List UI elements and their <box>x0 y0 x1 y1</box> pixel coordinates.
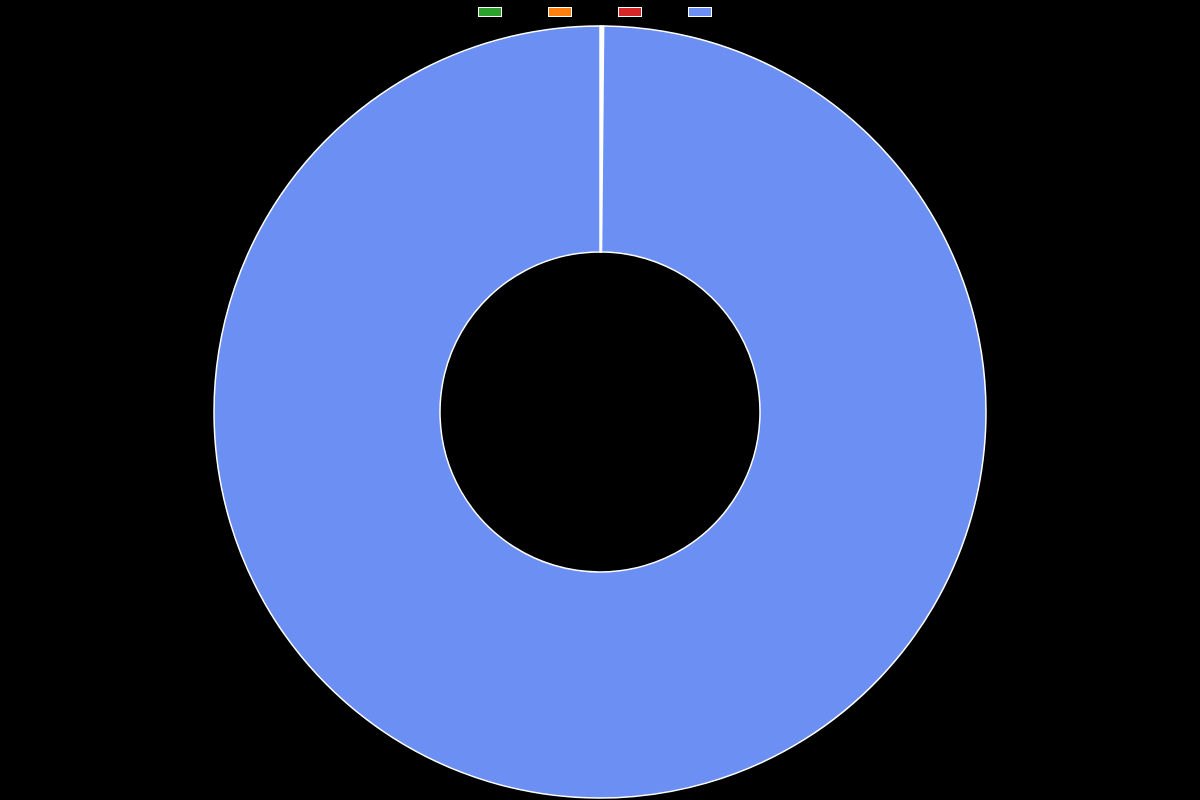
donut-chart <box>0 0 1200 800</box>
donut-slice <box>214 26 986 798</box>
chart-container <box>0 0 1200 800</box>
donut-chart-wrap <box>0 0 1200 800</box>
